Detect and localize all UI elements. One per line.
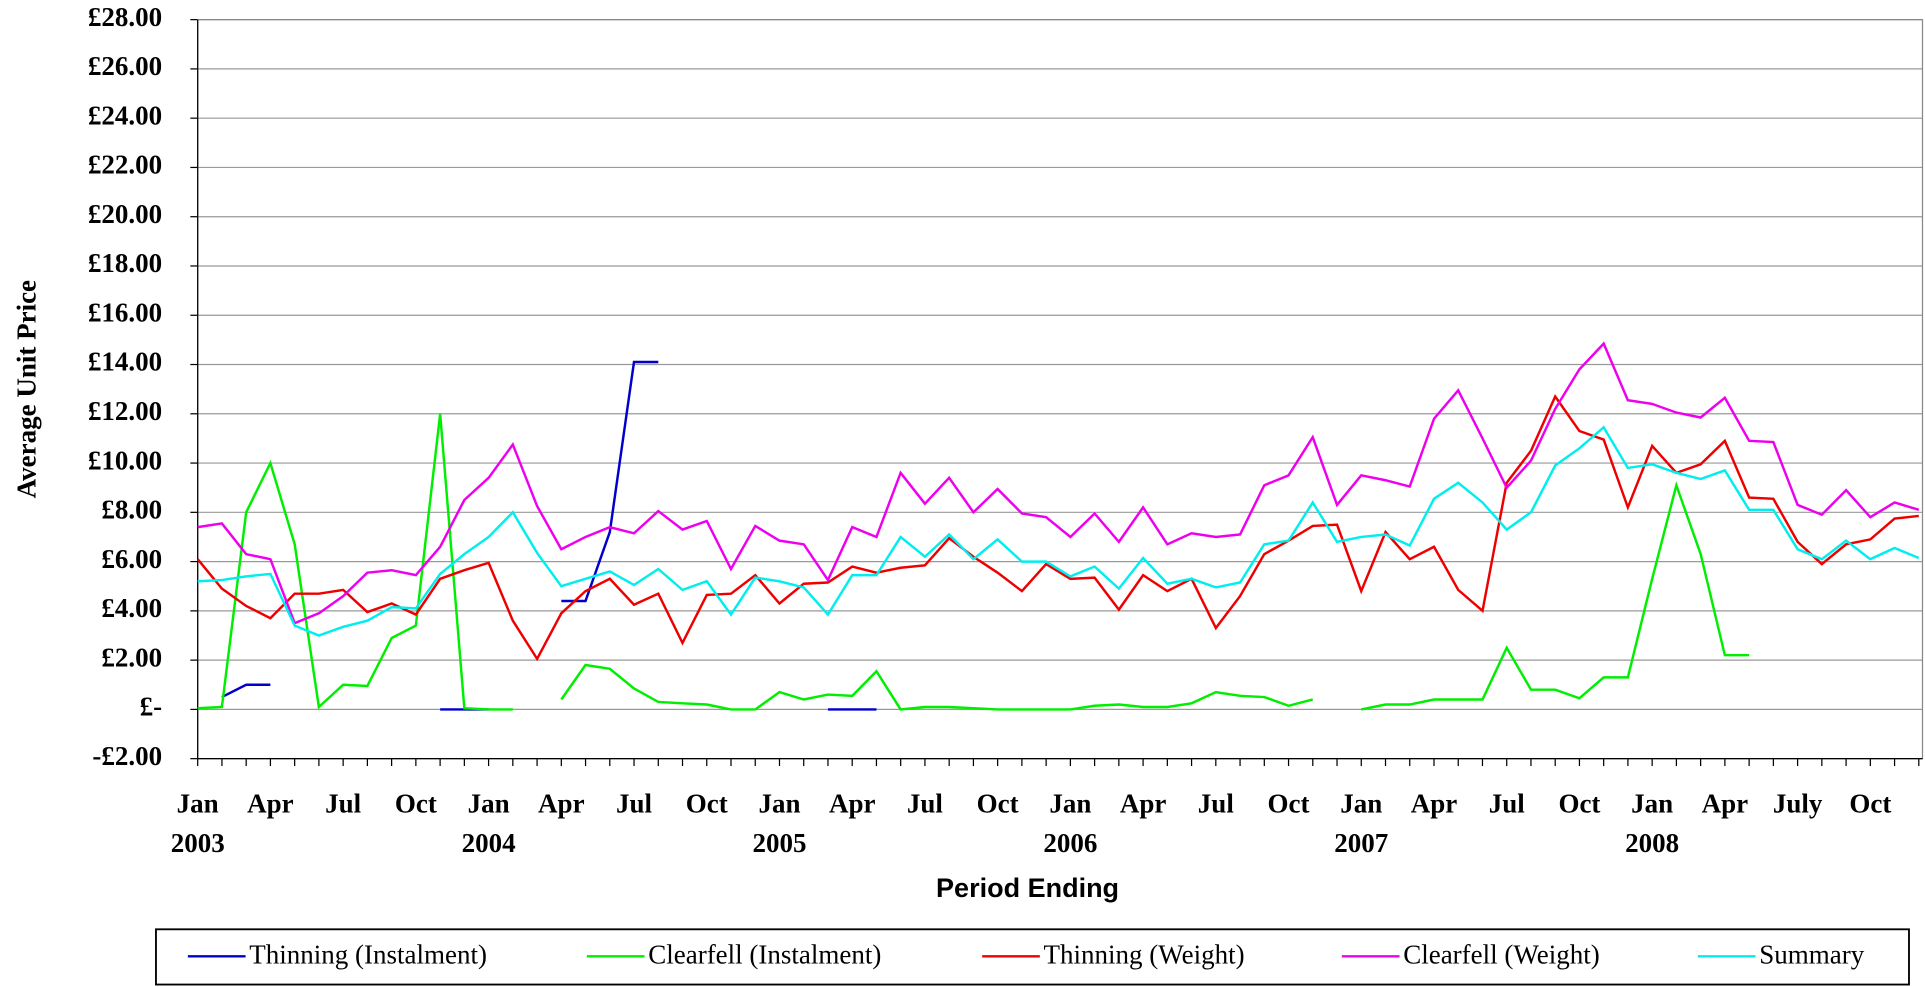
legend-label: Clearfell (Instalment): [648, 940, 881, 970]
y-tick-label: -£2.00: [92, 741, 162, 771]
y-tick-label: £14.00: [88, 347, 162, 377]
y-tick-label: £20.00: [88, 199, 162, 229]
series-line: [196, 394, 1919, 662]
y-tick-label: £2.00: [101, 642, 162, 672]
legend-label: Clearfell (Weight): [1403, 940, 1600, 970]
series-line: [197, 425, 1920, 637]
legend-label: Thinning (Instalment): [249, 940, 487, 970]
y-tick-label: £22.00: [88, 150, 162, 180]
x-tick-label: Oct: [1849, 789, 1891, 819]
y-tick-label: £8.00: [101, 495, 162, 525]
x-tick-label: Oct: [395, 789, 437, 819]
y-tick-label: £12.00: [88, 396, 162, 426]
x-axis-title: Period Ending: [936, 873, 1119, 903]
legend-label: Thinning (Weight): [1044, 940, 1245, 970]
x-tick-label: Jan 2008: [1625, 789, 1679, 858]
x-tick-label: Apr: [538, 789, 585, 819]
x-tick-label: Apr: [829, 789, 876, 819]
y-tick-label: £26.00: [88, 51, 162, 81]
x-tick-label: Apr: [1411, 789, 1458, 819]
x-tick-label: Jan 2007: [1334, 789, 1388, 858]
x-tick-label: Jul: [325, 789, 362, 819]
legend-box: [155, 928, 1910, 986]
legend-label: Summary: [1759, 940, 1864, 970]
x-tick-label: Jul: [1198, 789, 1235, 819]
x-tick-label: Jul: [616, 789, 653, 819]
series-line: [197, 413, 1750, 711]
x-tick-label: Apr: [247, 789, 294, 819]
x-tick-label: Apr: [1120, 789, 1167, 819]
y-axis-title: Average Unit Price: [12, 280, 42, 498]
x-tick-label: Oct: [977, 789, 1019, 819]
y-tick-label: £24.00: [88, 100, 162, 130]
x-tick-label: Jul: [907, 789, 944, 819]
x-tick-label: Apr: [1702, 789, 1749, 819]
x-tick-label: July: [1773, 789, 1823, 819]
x-tick-label: Oct: [1558, 789, 1600, 819]
x-tick-label: Jan 2005: [752, 789, 806, 858]
x-tick-label: Jul: [1489, 789, 1526, 819]
y-tick-label: £10.00: [88, 445, 162, 475]
x-tick-label: Oct: [686, 789, 728, 819]
y-tick-label: £-: [140, 692, 163, 722]
x-tick-label: Jan 2006: [1043, 789, 1097, 858]
y-tick-label: £18.00: [88, 248, 162, 278]
series-line: [197, 341, 1920, 625]
plot-frame: [197, 19, 1924, 760]
y-tick-label: £6.00: [101, 544, 162, 574]
y-tick-label: £4.00: [101, 593, 162, 623]
x-tick-label: Oct: [1268, 789, 1310, 819]
x-tick-label: Jan 2003: [171, 789, 225, 858]
y-tick-label: £16.00: [88, 297, 162, 327]
x-tick-label: Jan 2004: [462, 789, 516, 858]
y-tick-label: £28.00: [88, 2, 162, 32]
